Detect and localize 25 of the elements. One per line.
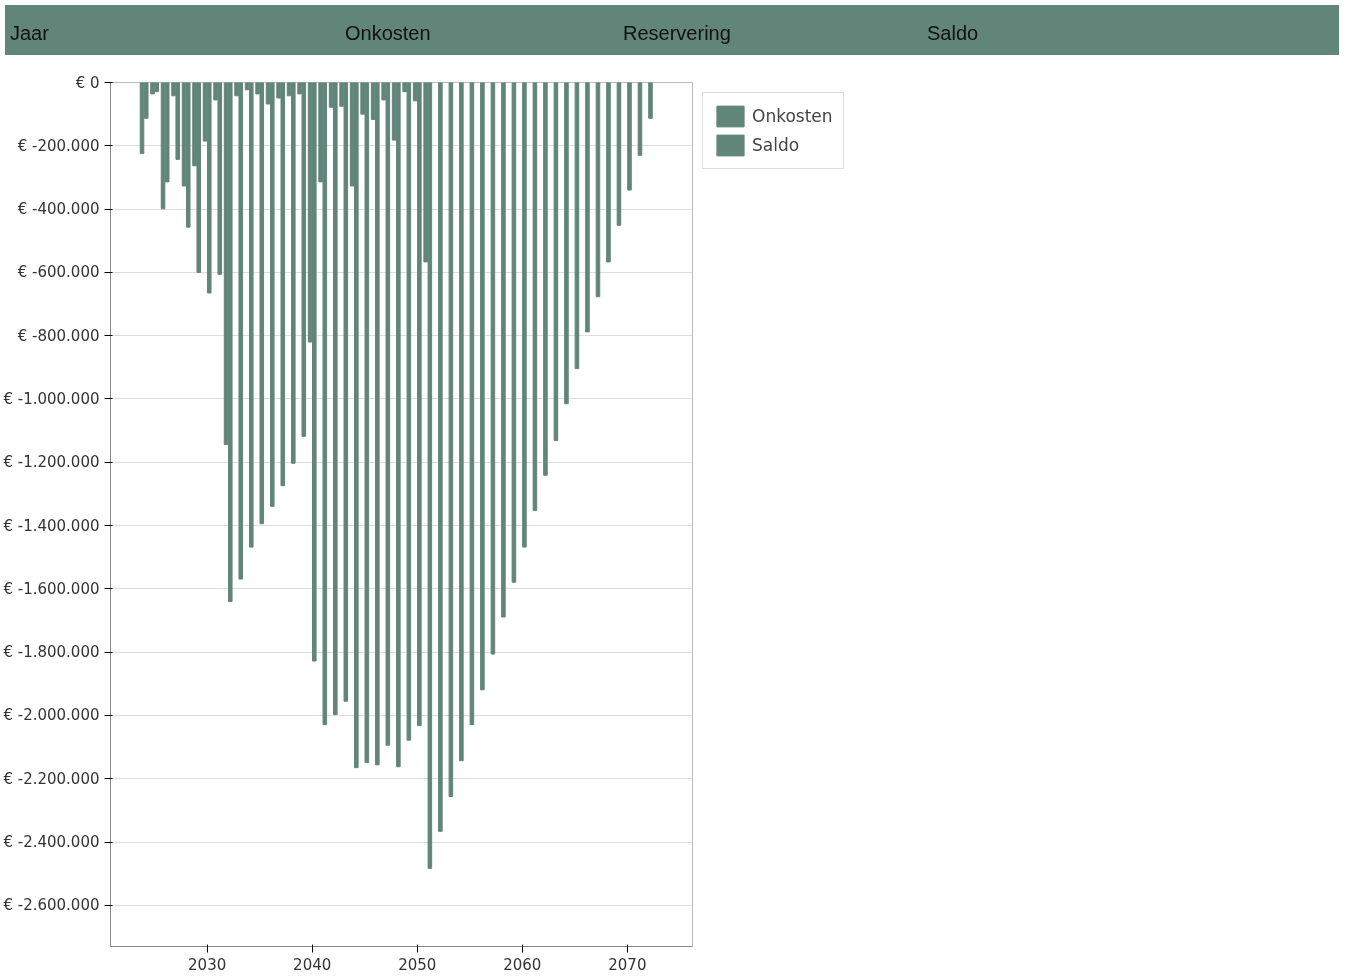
y-tick-label: € -400.000 [17, 200, 100, 219]
text: Saldo [927, 21, 979, 46]
y-tick-label: € -2.200.000 [3, 769, 100, 788]
y-tick-label: € -2.600.000 [3, 896, 100, 915]
x-tick-label: 2060 [503, 955, 542, 974]
y-tick-label: € -1.400.000 [3, 516, 100, 535]
y-tick-label: € -600.000 [17, 263, 100, 282]
legend-label: Onkosten [752, 106, 833, 126]
text: Reservering [623, 21, 731, 46]
y-tick-label: € -1.000.000 [3, 389, 100, 408]
y-tick-label: € -200.000 [17, 136, 100, 155]
y-tick-label: € -800.000 [17, 326, 100, 345]
y-tick-label: € -1.200.000 [3, 453, 100, 472]
text: Jaar [10, 21, 49, 46]
y-tick-label: € 0 [75, 73, 100, 92]
x-tick-label: 2040 [293, 955, 332, 974]
x-tick-label: 2070 [608, 955, 647, 974]
legend-label: Saldo [752, 135, 800, 155]
y-tick-label: € -2.400.000 [3, 833, 100, 852]
x-tick-label: 2050 [398, 955, 437, 974]
y-tick-label: € -1.600.000 [3, 579, 100, 598]
y-tick-label: € -2.000.000 [3, 706, 100, 725]
y-tick-label: € -1.800.000 [3, 643, 100, 662]
text: Onkosten [345, 21, 431, 46]
x-tick-label: 2030 [188, 955, 227, 974]
